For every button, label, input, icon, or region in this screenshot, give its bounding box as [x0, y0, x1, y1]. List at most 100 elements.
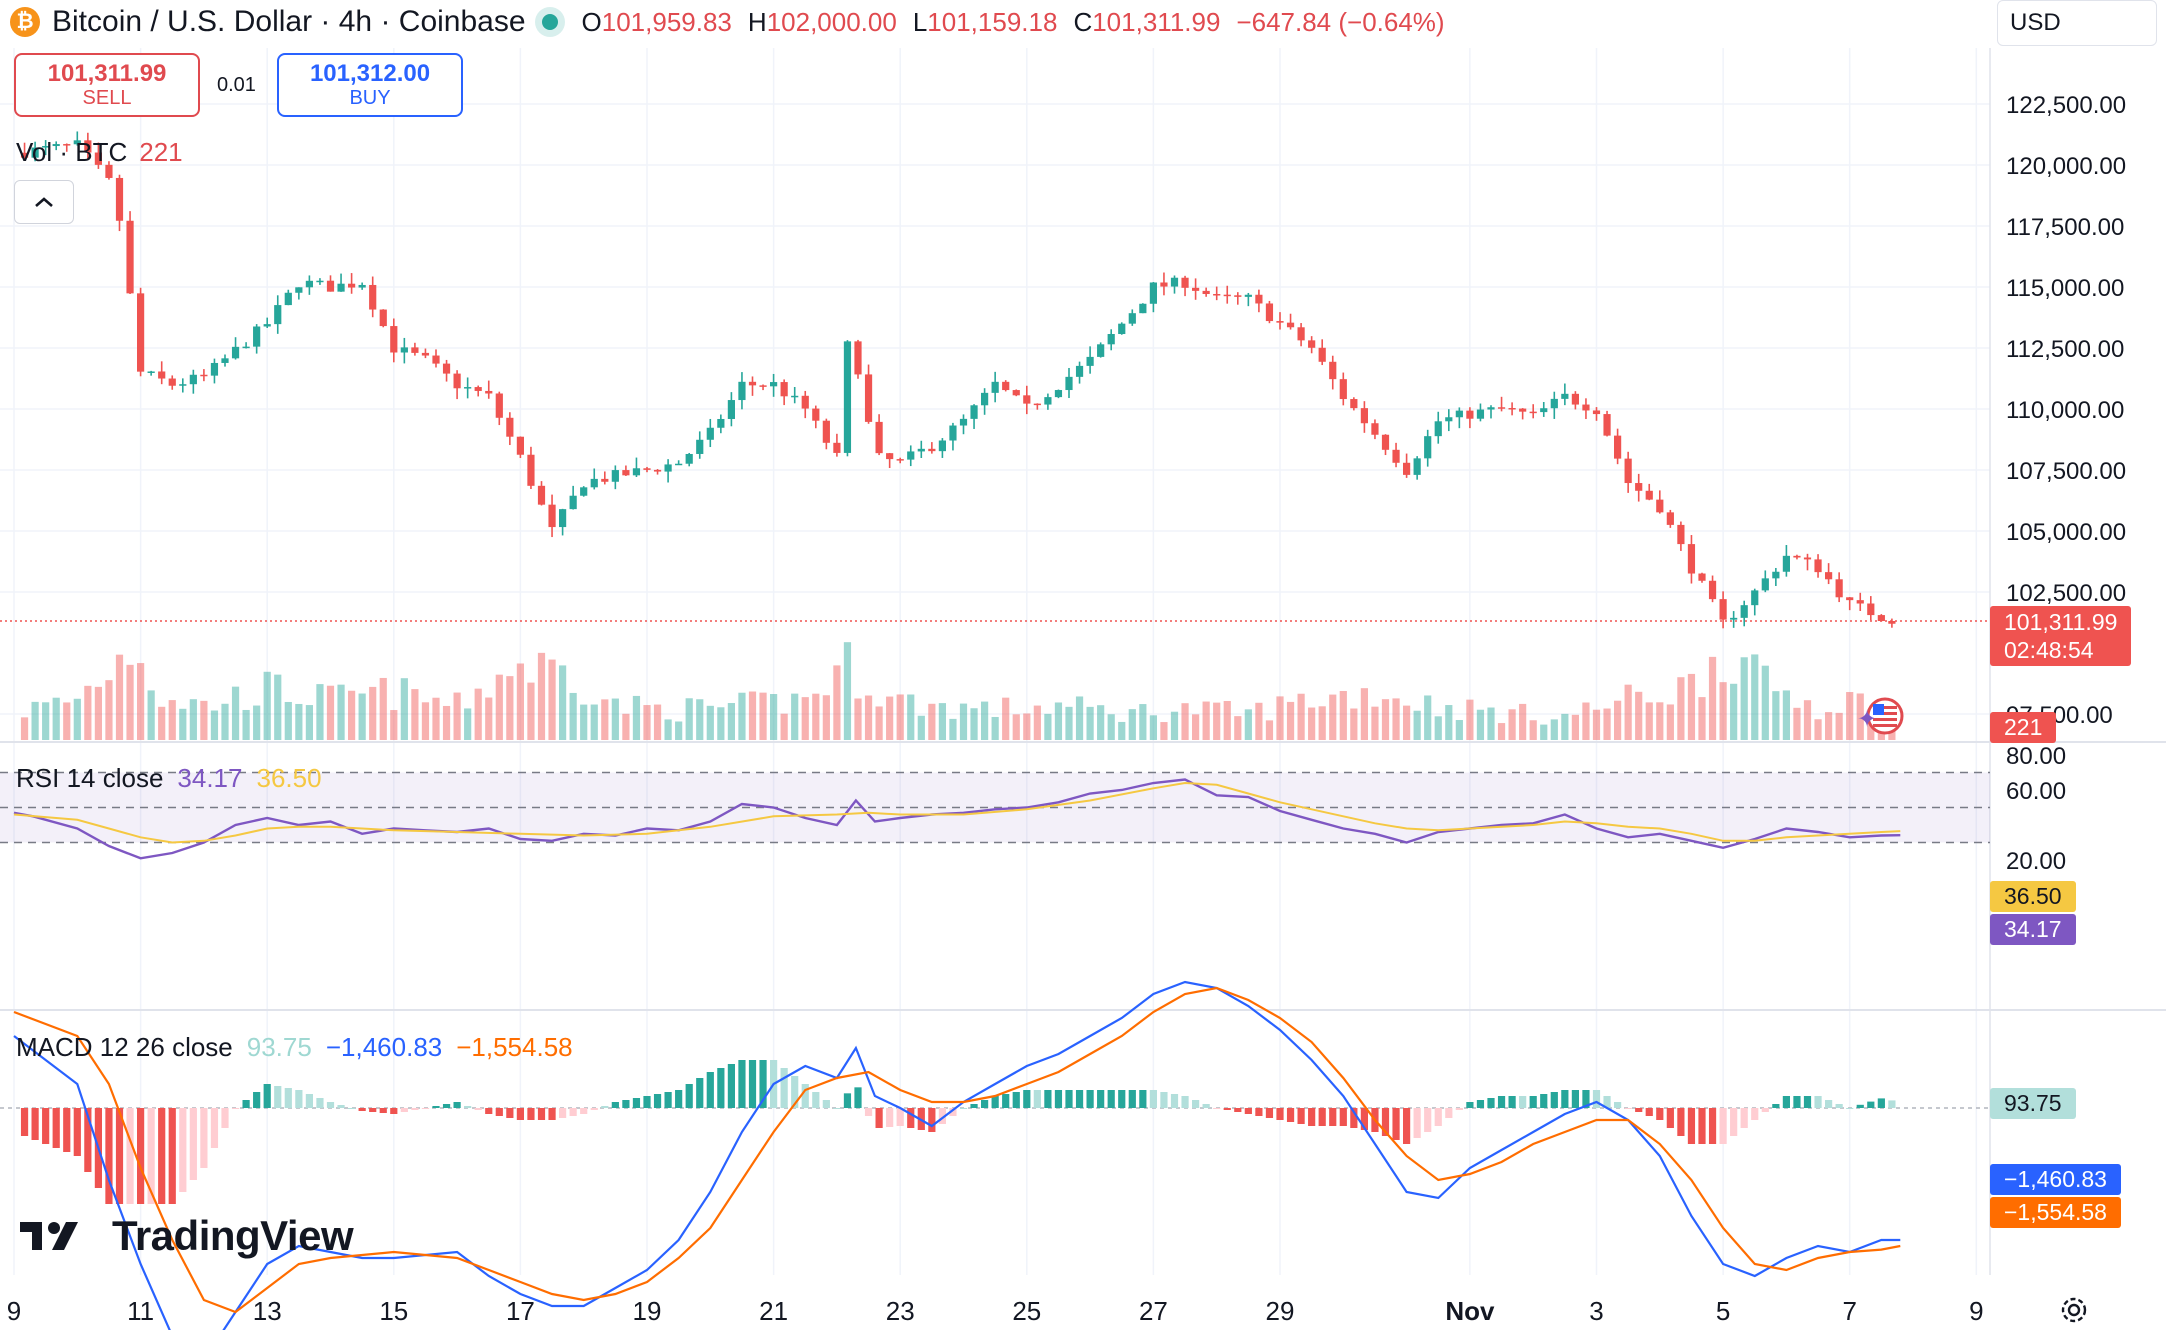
macd-histogram-bar: [653, 1094, 662, 1108]
volume-bar: [20, 717, 29, 740]
candle-body: [791, 395, 799, 398]
volume-bar: [1202, 701, 1210, 740]
volume-bar: [791, 693, 799, 740]
volume-bar: [685, 698, 693, 740]
candle-body: [1846, 597, 1854, 601]
macd-histogram-bar: [221, 1108, 229, 1128]
macd-histogram-bar: [189, 1108, 197, 1180]
macd-histogram-bar: [1846, 1108, 1854, 1109]
candle-body: [126, 220, 134, 294]
macd-legend[interactable]: MACD 12 26 close 93.75 −1,460.83 −1,554.58: [16, 1032, 573, 1063]
macd-histogram-bar: [400, 1108, 408, 1112]
macd-histogram-bar: [495, 1108, 503, 1116]
candle-body: [1487, 407, 1495, 410]
macd-histogram-bar: [1455, 1108, 1463, 1110]
macd-histogram-bar: [20, 1108, 29, 1136]
volume-bar: [168, 700, 176, 740]
volume-bar: [1603, 708, 1611, 740]
candle-body: [1624, 458, 1632, 484]
candle-body: [822, 420, 830, 443]
candle-body: [31, 147, 39, 158]
macd-histogram-bar: [1318, 1108, 1326, 1126]
candle-body: [295, 287, 303, 293]
us-flag-icon[interactable]: [1866, 697, 1904, 735]
buy-button[interactable]: 101,312.00 BUY: [277, 53, 463, 117]
macd-histogram-bar: [1202, 1104, 1210, 1108]
sell-button[interactable]: 101,311.99 SELL: [14, 53, 200, 117]
tradingview-logo[interactable]: TradingView: [20, 1212, 354, 1260]
volume-bar: [1835, 712, 1843, 740]
macd-histogram-bar: [1761, 1108, 1769, 1112]
macd-histogram-bar: [1075, 1090, 1084, 1108]
rsi-tick-label: 80.00: [2006, 743, 2066, 770]
candle-body: [305, 280, 313, 288]
symbol-title[interactable]: Bitcoin / U.S. Dollar · 4h · Coinbase: [52, 5, 526, 38]
last-price-badge: 101,311.99 02:48:54: [1990, 606, 2132, 666]
macd-histogram-bar: [864, 1108, 873, 1116]
volume-bar: [886, 696, 894, 740]
macd-histogram-bar: [896, 1108, 904, 1126]
macd-histogram-bar: [959, 1108, 968, 1109]
macd-histogram-bar: [685, 1084, 693, 1108]
candle-body: [516, 436, 524, 455]
macd-histogram-bar: [1708, 1108, 1717, 1144]
macd-histogram-bar: [590, 1108, 598, 1110]
order-quantity[interactable]: 0.01: [217, 74, 256, 96]
candle-body: [991, 381, 999, 393]
volume-bar: [717, 707, 725, 740]
volume-bar: [348, 690, 356, 740]
macd-histogram-bar: [453, 1102, 461, 1108]
volume-bar: [611, 698, 619, 740]
candle-body: [1867, 603, 1875, 616]
volume-bar: [358, 693, 366, 740]
macd-histogram-bar: [31, 1108, 39, 1140]
price-tick-label: 110,000.00: [2006, 397, 2124, 424]
currency-selector[interactable]: USD: [1997, 0, 2157, 46]
volume-bar: [126, 664, 134, 740]
macd-histogram-bar: [337, 1105, 345, 1108]
volume-bar: [495, 674, 503, 740]
candle-body: [1097, 344, 1105, 357]
candle-body: [485, 390, 493, 394]
candle-body: [1561, 393, 1569, 399]
candle-body: [495, 393, 503, 418]
candle-body: [938, 440, 946, 452]
macd-histogram-bar: [938, 1108, 946, 1124]
volume-bar: [31, 701, 39, 740]
macd-histogram-bar: [1181, 1096, 1189, 1108]
volume-legend[interactable]: Vol · BTC 221: [16, 137, 183, 168]
macd-histogram-bar: [1730, 1108, 1738, 1136]
volume-bar: [632, 695, 641, 740]
candle-body: [1803, 557, 1812, 560]
macd-histogram-bar: [1065, 1090, 1073, 1108]
macd-histogram-bar: [632, 1098, 641, 1108]
candle-body: [664, 464, 672, 472]
candle-body: [875, 421, 883, 454]
macd-histogram-bar: [928, 1108, 936, 1132]
candle-body: [685, 453, 693, 464]
macd-histogram-bar: [1329, 1108, 1337, 1126]
macd-histogram-bar: [1508, 1096, 1516, 1108]
volume-bar: [189, 699, 197, 740]
macd-badge: −1,460.83: [1990, 1164, 2121, 1195]
macd-histogram-bar: [1793, 1096, 1801, 1108]
candle-body: [1065, 376, 1073, 391]
macd-histogram-bar: [284, 1088, 292, 1108]
macd-histogram-bar: [1571, 1090, 1579, 1108]
settings-gear-icon[interactable]: [2058, 1294, 2090, 1326]
candle-body: [1793, 555, 1801, 558]
collapse-legend-button[interactable]: [14, 180, 74, 224]
rsi-legend[interactable]: RSI 14 close 34.17 36.50: [16, 763, 322, 794]
candle-body: [1877, 615, 1885, 622]
volume-bar: [400, 678, 408, 740]
candle-body: [1286, 322, 1295, 328]
close-label: C: [1073, 6, 1093, 37]
rsi-legend-label: RSI 14 close: [16, 763, 164, 793]
rsi-pane: [13, 778, 1901, 860]
candle-body: [748, 381, 757, 386]
volume-bar: [854, 698, 862, 740]
volume-bar: [675, 721, 683, 740]
candle-body: [1540, 408, 1548, 413]
candle-body: [1139, 303, 1147, 314]
